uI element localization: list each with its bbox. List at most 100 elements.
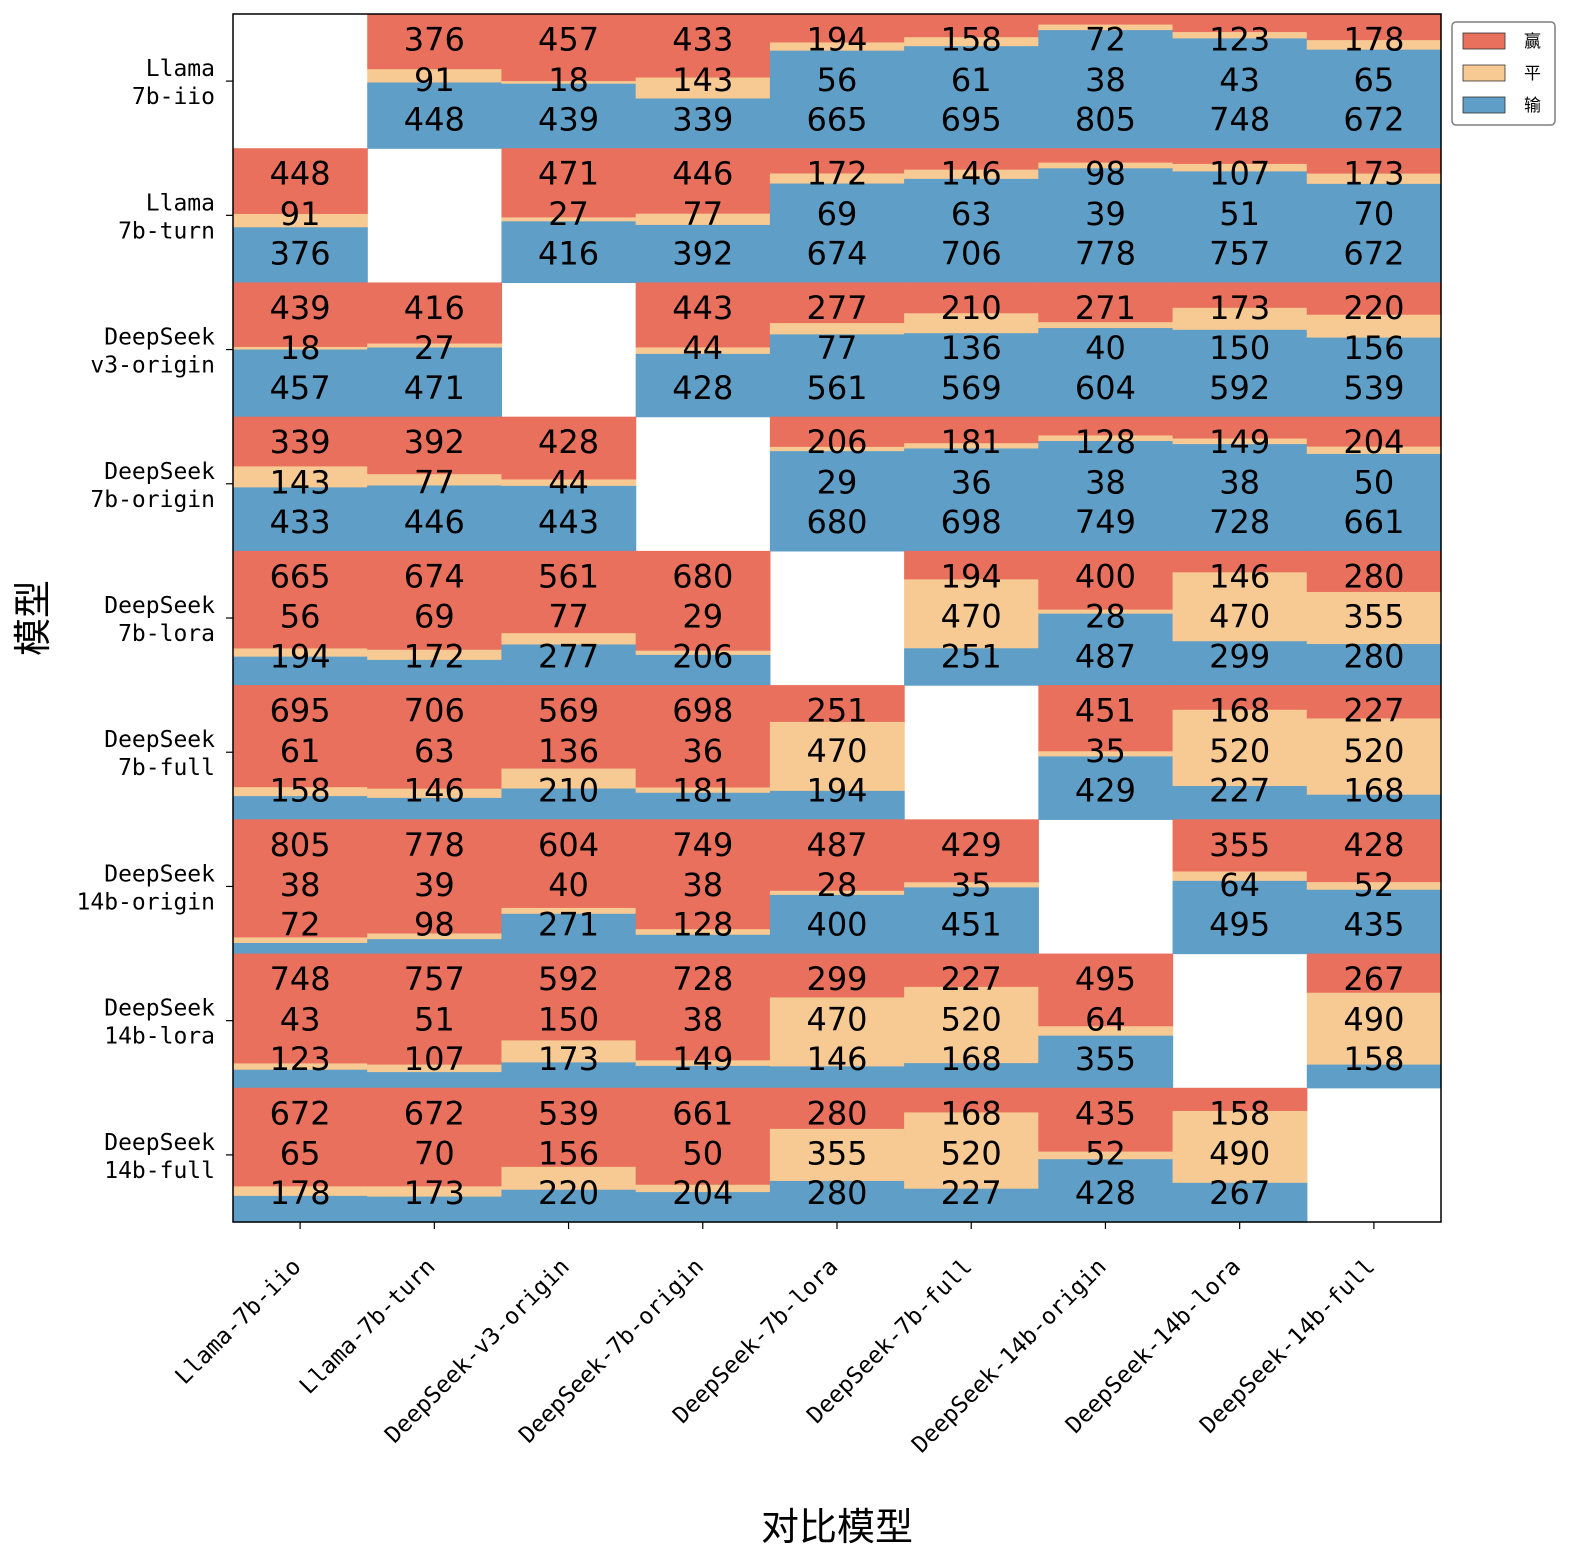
x-axis-title: 对比模型	[761, 1505, 913, 1549]
tie-count-label: 150	[538, 1000, 599, 1038]
loss-segment	[233, 349, 368, 418]
tie-count-label: 18	[280, 329, 321, 367]
tie-count-label: 91	[414, 61, 455, 99]
tie-segment	[367, 1186, 503, 1198]
win-count-label: 428	[538, 423, 599, 461]
tie-count-label: 28	[1085, 598, 1126, 636]
loss-count-label: 569	[941, 369, 1002, 407]
win-count-label: 698	[672, 692, 733, 730]
tie-segment	[367, 343, 503, 349]
loss-segment	[367, 939, 503, 955]
tie-count-label: 77	[817, 329, 858, 367]
loss-count-label: 448	[404, 100, 465, 138]
loss-segment	[904, 887, 1039, 955]
tie-count-label: 470	[806, 1000, 867, 1038]
tie-segment	[501, 633, 637, 646]
loss-segment	[904, 1188, 1039, 1223]
tie-segment	[233, 937, 368, 944]
win-segment	[635, 1087, 771, 1186]
tie-segment	[233, 346, 368, 351]
loss-segment	[769, 183, 905, 284]
loss-segment	[367, 485, 503, 552]
loss-count-label: 416	[538, 235, 599, 273]
win-segment	[1306, 819, 1442, 883]
loss-segment	[635, 1065, 771, 1089]
win-count-label: 168	[1209, 692, 1270, 730]
tie-count-label: 27	[548, 195, 589, 233]
tie-segment	[501, 1166, 637, 1191]
win-segment	[233, 819, 368, 939]
loss-segment	[635, 792, 771, 820]
tie-segment	[1306, 40, 1442, 51]
tie-segment	[501, 217, 637, 222]
tie-segment	[769, 446, 905, 452]
win-segment	[501, 953, 637, 1041]
tie-segment	[769, 997, 905, 1067]
loss-segment	[1038, 168, 1174, 284]
win-segment	[1038, 416, 1174, 437]
loss-count-label: 495	[1209, 906, 1270, 944]
win-count-label: 392	[404, 423, 465, 461]
win-segment	[367, 282, 503, 345]
tie-count-label: 29	[817, 463, 858, 501]
tie-segment	[233, 213, 368, 228]
tie-segment	[367, 649, 503, 661]
win-segment	[1172, 148, 1308, 165]
loss-segment	[1172, 38, 1308, 149]
tie-count-label: 520	[1343, 732, 1404, 770]
win-count-label: 757	[404, 960, 465, 998]
tie-count-label: 38	[280, 866, 321, 904]
tie-segment	[769, 721, 905, 792]
y-tick-label: 14b-lora	[104, 1024, 215, 1050]
tie-segment	[904, 313, 1039, 334]
y-tick-label: DeepSeek	[104, 861, 215, 887]
win-segment	[233, 550, 368, 650]
loss-segment	[769, 894, 905, 955]
win-count-label: 178	[1343, 21, 1404, 59]
loss-segment	[501, 913, 637, 955]
win-count-label: 604	[538, 826, 599, 864]
win-segment	[769, 14, 905, 44]
loss-segment	[635, 353, 771, 418]
win-count-label: 680	[672, 557, 733, 595]
tie-count-label: 36	[951, 463, 992, 501]
win-segment	[367, 550, 503, 651]
win-segment	[1038, 14, 1174, 26]
loss-segment	[1038, 1035, 1174, 1089]
legend: 赢平输	[1451, 21, 1556, 126]
win-count-label: 429	[941, 826, 1002, 864]
tie-count-label: 156	[538, 1135, 599, 1173]
loss-segment	[904, 648, 1039, 686]
tie-segment	[233, 1063, 368, 1071]
tie-segment	[1172, 871, 1308, 882]
win-count-label: 107	[1209, 155, 1270, 193]
win-count-label: 172	[806, 155, 867, 193]
loss-count-label: 592	[1209, 369, 1270, 407]
win-count-label: 280	[1343, 557, 1404, 595]
y-tick-label: 14b-full	[104, 1158, 215, 1184]
win-segment	[233, 685, 368, 788]
loss-count-label: 194	[806, 771, 867, 809]
tie-count-label: 44	[682, 329, 723, 367]
loss-segment	[501, 788, 637, 820]
win-segment	[635, 14, 771, 79]
tie-count-label: 51	[414, 1000, 455, 1038]
tie-segment	[367, 69, 503, 84]
tie-count-label: 56	[280, 598, 321, 636]
loss-segment	[1306, 337, 1442, 418]
tie-count-label: 64	[1219, 866, 1260, 904]
tie-segment	[769, 890, 905, 896]
tie-count-label: 40	[548, 866, 589, 904]
loss-count-label: 227	[941, 1174, 1002, 1212]
loss-segment	[635, 934, 771, 955]
loss-segment	[367, 1196, 503, 1223]
tie-count-label: 36	[682, 732, 723, 770]
win-segment	[1306, 953, 1442, 994]
tie-count-label: 156	[1343, 329, 1404, 367]
loss-count-label: 280	[1343, 637, 1404, 675]
loss-segment	[367, 659, 503, 686]
loss-count-label: 749	[1075, 503, 1136, 541]
tie-legend-swatch	[1462, 64, 1506, 82]
tie-count-label: 61	[280, 732, 321, 770]
tie-segment	[635, 1184, 771, 1193]
